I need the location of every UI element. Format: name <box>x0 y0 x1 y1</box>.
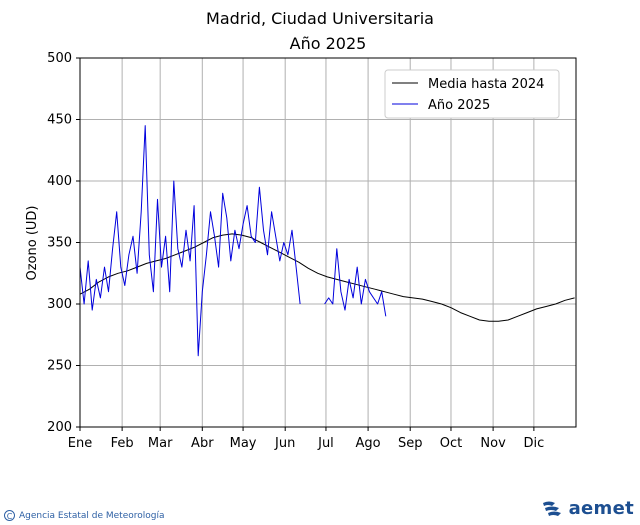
y-ticks: 200 250 300 350 400 450 500 <box>47 51 80 435</box>
y-tick-label: 200 <box>47 420 72 435</box>
x-tick-label: Oct <box>440 436 462 451</box>
x-tick-label: Nov <box>480 436 506 451</box>
y-tick-label: 350 <box>47 236 72 251</box>
y-tick-label: 400 <box>47 174 72 189</box>
y-axis-label: Ozono (UD) <box>25 205 40 280</box>
aemet-logo: aemet <box>541 498 634 519</box>
legend-box <box>384 69 560 119</box>
x-ticks: Ene Feb Mar Abr May Jun Jul Ago Sep Oct Nov Dic <box>68 427 544 451</box>
y-tick-label: 450 <box>47 113 72 128</box>
y-tick-label: 300 <box>47 297 72 312</box>
x-tick-label: Mar <box>148 436 173 451</box>
chart-subtitle: Año 2025 <box>290 34 367 53</box>
y-tick-label: 500 <box>47 51 72 66</box>
copyright-icon: C <box>4 510 15 521</box>
x-tick-label: Feb <box>111 436 134 451</box>
legend-label-media: Media hasta 2024 <box>428 77 544 92</box>
x-tick-label: Dic <box>523 436 544 451</box>
series-line-ano-2025 <box>324 248 387 317</box>
aemet-logo-icon <box>542 501 561 516</box>
grid-lines <box>79 57 576 428</box>
series-layer <box>79 125 575 357</box>
x-tick-label: Ago <box>356 436 381 451</box>
y-tick-label: 250 <box>47 359 72 374</box>
agency-name: Agencia Estatal de Meteorología <box>19 510 165 521</box>
x-tick-label: Jun <box>274 436 295 451</box>
x-tick-label: May <box>230 436 257 451</box>
legend-label-2025: Año 2025 <box>428 98 490 113</box>
x-tick-label: Jul <box>317 436 334 451</box>
chart-title: Madrid, Ciudad Universitaria <box>206 9 434 28</box>
agency-credit: C Agencia Estatal de Meteorología <box>4 510 165 521</box>
series-line-ano-2025 <box>79 125 301 357</box>
x-tick-label: Ene <box>68 436 92 451</box>
legend: Media hasta 2024 Año 2025 <box>384 69 560 119</box>
x-tick-label: Abr <box>191 436 214 451</box>
x-tick-label: Sep <box>398 436 423 451</box>
aemet-brand-text: aemet <box>568 498 634 519</box>
